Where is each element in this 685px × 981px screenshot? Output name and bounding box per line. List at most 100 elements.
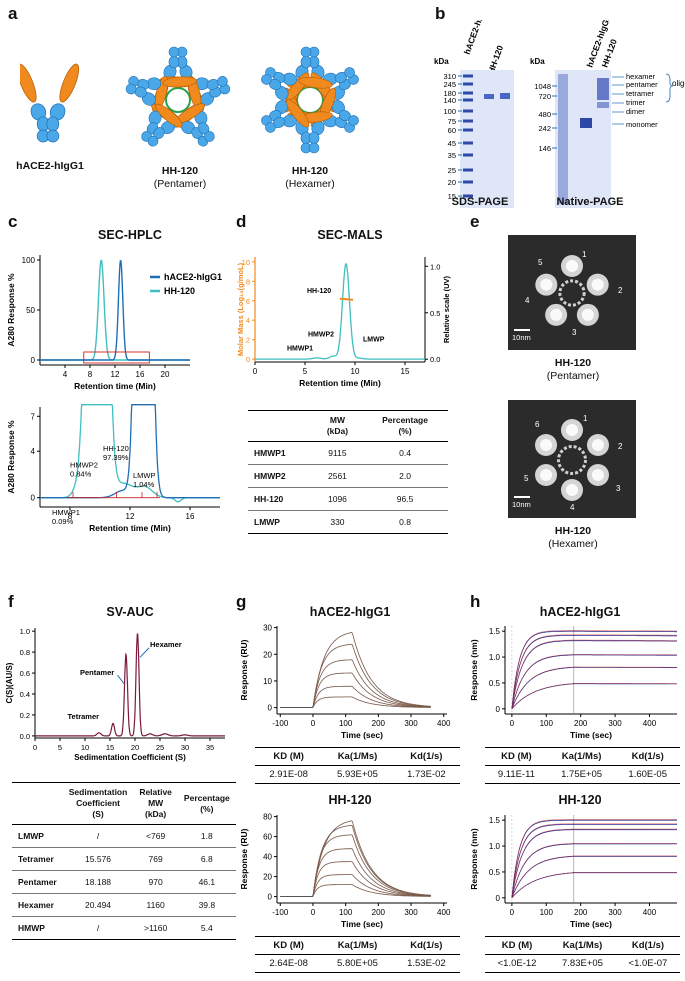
y-tick-left: 0 [246, 355, 250, 364]
bli-trace [511, 824, 677, 898]
x-tick-label: 10 [351, 367, 360, 376]
molar-mass-mark [339, 297, 354, 301]
native-marker: 1048 [534, 82, 551, 91]
sds-marker: 140 [443, 96, 456, 105]
x-tick-label: 0 [253, 367, 258, 376]
sec-mals-chart: 0 5 10 15 0 2 4 6 8 10 0.0 0.5 1.0 HH-120 HMWP2 HMWP1 LM… [236, 257, 451, 388]
svg-text:monomer: monomer [626, 120, 658, 129]
svg-text:10nm: 10nm [512, 500, 531, 509]
peak-label: HH-120 [307, 288, 331, 295]
peak-label: LMWP [363, 337, 385, 344]
y-tick-left: 2 [246, 336, 250, 345]
x-tick-label: 200 [574, 719, 588, 728]
bli-hh120-chart: 0 100 200 300 400 0 0.5 1.0 1.5 Response (nm) Time… [469, 815, 677, 929]
y-axis-label: A280 Response % [6, 273, 16, 347]
bli-trace [511, 683, 677, 710]
x-tick-label: 0 [311, 719, 316, 728]
panel-label-f: f [8, 592, 14, 611]
y-axis-label: Response (nm) [469, 639, 479, 701]
table-row: HH-120 1096 96.5 [248, 487, 448, 511]
x-axis-label: Retention time (Min) [299, 378, 381, 388]
bli-trace [511, 630, 677, 709]
sec-hplc-charts: 4 8 12 16 20 0 50 100 A280 Response % Retention t… [6, 255, 222, 533]
peak-label: HMWP1 [287, 345, 313, 352]
x-tick-label: 200 [372, 908, 386, 917]
sds-marker: 310 [443, 72, 456, 81]
subunit-number: 6 [535, 420, 540, 429]
y-tick-label: 20 [263, 873, 272, 882]
y-tick-right: 0.0 [430, 355, 440, 364]
panel-label-d: d [236, 212, 247, 231]
x-tick-label: 200 [574, 908, 588, 917]
x-tick-label: 5 [303, 367, 308, 376]
y-axis-label: C(S)(AU/S) [5, 662, 14, 703]
x-tick-label: 300 [404, 908, 418, 917]
x-tick-label: 16 [136, 370, 145, 379]
y-tick-label: 1.0 [489, 653, 501, 662]
y-axis-label: A280 Response % [6, 420, 16, 494]
panel-label-c: c [8, 212, 18, 231]
x-tick-label: 100 [339, 719, 353, 728]
y-tick-label: 0.2 [20, 711, 30, 720]
peak-label: Tetramer [68, 712, 100, 721]
x-axis-label: Time (sec) [341, 730, 383, 740]
y-tick-label: 0 [268, 704, 273, 713]
svg-text:oligomer: oligomer [672, 79, 685, 88]
x-tick-label: 300 [404, 719, 418, 728]
y-axis-label: Response (RU) [239, 639, 249, 700]
svg-text:10nm: 10nm [512, 333, 531, 342]
sv-auc-title: SV-AUC [106, 605, 154, 619]
y-tick-right: 1.0 [430, 262, 440, 271]
oligo-label: trimer [626, 98, 646, 107]
y-tick-label: 0 [31, 494, 36, 503]
spr-hh120-chart: -100 0 100 200 300 400 0 20 40 60 80 Response (RU) T… [239, 813, 451, 929]
bli-hh120-title: HH-120 [558, 793, 602, 807]
x-tick-label: 100 [540, 719, 554, 728]
y-tick-label: 1.5 [489, 627, 501, 636]
native-marker: 146 [538, 144, 551, 153]
sds-marker: 45 [448, 139, 456, 148]
peak-label: Hexamer [150, 640, 182, 649]
antibody-illustration [20, 30, 420, 160]
y-tick-label: 0 [496, 705, 501, 714]
spr-hace2-chart: -100 0 100 200 300 400 0 10 20 30 Response (RU) Tim… [239, 624, 451, 740]
x-tick-label: 20 [161, 370, 170, 379]
x-tick-label: 0 [311, 908, 316, 917]
monomer-shape [20, 61, 84, 142]
table-row: HMWP / >1160 5.4 [12, 916, 236, 940]
y-tick-label: 0 [31, 356, 36, 365]
native-marker: 242 [538, 124, 551, 133]
panel-label-b: b [435, 4, 446, 23]
spr-hace2-title: hACE2-hIgG1 [309, 605, 391, 619]
x-tick-label: 15 [106, 743, 114, 752]
x-tick-label: 400 [437, 719, 451, 728]
x-axis-label: Retention time (Min) [74, 381, 156, 391]
x-tick-label: 0 [33, 743, 37, 752]
sds-marker: 20 [448, 178, 456, 187]
x-tick-label: 300 [608, 719, 622, 728]
sds-gel [460, 70, 514, 208]
x-axis-label: Time (sec) [570, 730, 612, 740]
native-page-title: Native-PAGE [556, 196, 624, 208]
uv-trace [255, 262, 425, 360]
y-tick-label: 80 [263, 813, 272, 822]
y-tick-left: 8 [246, 277, 250, 286]
table-row: HMWP2 2561 2.0 [248, 464, 448, 488]
y-tick-label: 4 [31, 447, 36, 456]
panel-label-a: a [8, 4, 18, 23]
spr-hh120-table: KD (M) Ka(1/Ms) Kd(1/s) 2.64E-08 5.80E+05 1.… [255, 936, 460, 973]
sec-mals-title: SEC-MALS [317, 228, 383, 242]
subunit-number: 4 [570, 503, 575, 512]
sds-marker: 100 [443, 107, 456, 116]
y-tick-label: 10 [263, 677, 272, 686]
x-axis-label: Time (sec) [570, 919, 612, 929]
native-marker: 480 [538, 110, 551, 119]
table-row: LMWP 330 0.8 [248, 510, 448, 534]
label-pentamer: HH-120 (Pentamer) [153, 165, 207, 190]
sds-marker: 180 [443, 89, 456, 98]
spr-hh120-title: HH-120 [328, 793, 372, 807]
panel-label-e: e [470, 212, 480, 231]
em-images: 1 2 3 4 5 1 2 3 4 5 6 10nm 10nm [508, 235, 636, 518]
x-tick-label: 100 [540, 908, 554, 917]
table-row: HMWP1 9115 0.4 [248, 441, 448, 465]
